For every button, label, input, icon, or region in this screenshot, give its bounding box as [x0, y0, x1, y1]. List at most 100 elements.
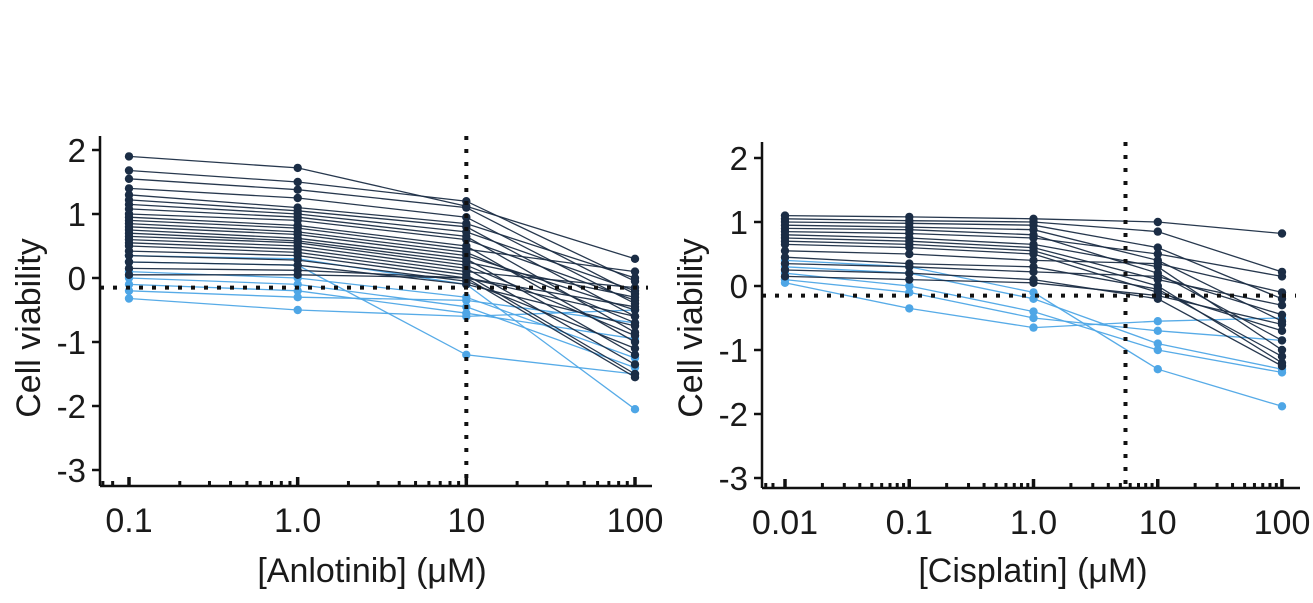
anlotinib-series-line-d9	[128, 213, 636, 302]
cisplatin-data-point-d11-3	[1153, 259, 1163, 268]
cisplatin-y-axis-label: Cell viability	[672, 238, 710, 418]
anlotinib-chart: 210-1-2-30.1 1.0 10 100 [Anlotinib] (μM) Ce…	[10, 132, 663, 590]
anlotinib-data-point-d5-3	[630, 273, 640, 283]
anlotinib-data-point-l7-1	[293, 305, 302, 315]
anlotinib-series-line-l3	[128, 270, 636, 359]
anlotinib-series-line-l4	[128, 277, 636, 369]
anlotinib-data-point-l1-3	[630, 405, 640, 414]
cisplatin-data-point-d8-4	[1277, 301, 1287, 310]
anlotinib-series-line-d20	[128, 250, 636, 318]
anlotinib-data-point-d4-1	[293, 193, 302, 203]
anlotinib-y-tick-label: -1	[57, 324, 86, 361]
anlotinib-x-tick-label: 10	[447, 502, 485, 540]
cisplatin-data-point-d6-4	[1277, 272, 1287, 281]
anlotinib-data-point-d14-3	[630, 350, 640, 359]
anlotinib-data-point-d24-3	[630, 373, 640, 382]
cisplatin-data-point-l5-1	[905, 304, 914, 313]
anlotinib-reference-lines	[100, 136, 648, 486]
anlotinib-y-tick-label: -3	[57, 452, 86, 489]
anlotinib-series-line-d5	[128, 194, 636, 279]
anlotinib-data-point-d11-3	[630, 267, 640, 276]
anlotinib-data-point-l7-2	[462, 312, 471, 321]
cisplatin-y-tick-label: -1	[719, 332, 748, 369]
anlotinib-data-point-d9-2	[462, 235, 471, 244]
cisplatin-x-axis-label: [Cisplatin] (μM)	[918, 552, 1147, 590]
cisplatin-data-point-l4-2	[1029, 313, 1038, 323]
cisplatin-data-point-d15-3	[1153, 291, 1163, 300]
anlotinib-series-line-d23	[128, 267, 636, 308]
anlotinib-series-line-d11	[128, 219, 636, 273]
anlotinib-series-line-d12	[128, 222, 636, 324]
cisplatin-data-point-d12-3	[1153, 285, 1163, 294]
cisplatin-data-point-d6-3	[1153, 249, 1163, 259]
cisplatin-y-tick-label: 1	[730, 204, 748, 241]
cisplatin-data-point-l1-4	[1277, 402, 1287, 411]
anlotinib-series-line-d13	[128, 226, 636, 311]
anlotinib-series-line-d21	[128, 254, 636, 350]
cisplatin-data-point-d13-0	[780, 259, 790, 268]
anlotinib-series-line-l5	[128, 283, 636, 340]
anlotinib-data-point-d21-3	[630, 344, 640, 353]
cisplatin-data-point-d13-1	[905, 262, 914, 271]
cisplatin-data-point-d11-1	[905, 249, 914, 259]
cisplatin-data-point-d14-0	[780, 265, 790, 275]
anlotinib-data-point-d23-3	[630, 302, 640, 311]
anlotinib-y-tick-label: 0	[68, 260, 86, 297]
anlotinib-series-line-d19	[128, 245, 636, 375]
anlotinib-data-point-d3-1	[293, 185, 302, 194]
anlotinib-series-layer	[124, 152, 640, 414]
anlotinib-data-point-d3-0	[124, 174, 134, 183]
anlotinib-data-point-d17-3	[630, 360, 640, 369]
cisplatin-data-point-l3-2	[1029, 307, 1038, 316]
cisplatin-data-point-d13-3	[1153, 272, 1163, 281]
cisplatin-data-point-d13-2	[1029, 267, 1038, 277]
anlotinib-series-line-d17	[128, 238, 636, 365]
anlotinib-series-line-d8	[128, 208, 636, 333]
anlotinib-series-line-d1	[128, 155, 636, 260]
cisplatin-x-tick-label: 0.01	[752, 504, 818, 542]
cisplatin-data-point-d15-4	[1277, 320, 1287, 329]
anlotinib-data-point-d16-3	[630, 331, 640, 340]
cisplatin-data-point-d11-0	[780, 246, 790, 255]
cisplatin-data-point-l5-3	[1153, 317, 1163, 326]
cisplatin-data-point-d1-3	[1153, 217, 1163, 227]
cisplatin-data-point-d15-2	[1029, 278, 1038, 287]
anlotinib-x-tick-label: 100	[607, 502, 664, 540]
anlotinib-data-point-d1-1	[293, 163, 302, 173]
cisplatin-data-point-d15-0	[780, 272, 790, 281]
anlotinib-data-point-d24-2	[462, 273, 471, 283]
anlotinib-data-point-d4-0	[124, 184, 134, 193]
cisplatin-data-point-d1-4	[1277, 229, 1287, 238]
cisplatin-data-point-d12-4	[1277, 352, 1287, 361]
anlotinib-data-point-l6-1	[293, 293, 302, 302]
cisplatin-data-point-d15-1	[905, 275, 914, 284]
anlotinib-data-point-d3-2	[462, 203, 471, 212]
cisplatin-data-point-d3-3	[1153, 243, 1163, 252]
anlotinib-data-point-d22-0	[124, 257, 134, 267]
cisplatin-x-tick-label: 1.0	[1010, 504, 1057, 542]
anlotinib-data-point-d2-0	[124, 166, 134, 175]
anlotinib-data-point-l2-2	[462, 350, 471, 359]
cisplatin-data-point-l2-3	[1153, 339, 1163, 348]
anlotinib-y-tick-label: -2	[57, 388, 86, 425]
anlotinib-axes: 210-1-2-30.1 1.0 10 100	[57, 132, 664, 540]
anlotinib-x-axis-label: [Anlotinib] (μM)	[257, 552, 486, 590]
anlotinib-data-point-d2-1	[293, 177, 302, 187]
anlotinib-y-tick-label: 2	[68, 132, 86, 169]
anlotinib-data-point-d24-1	[293, 270, 302, 279]
cisplatin-data-point-d14-4	[1277, 361, 1287, 371]
cisplatin-chart: 210-1-2-30.01 0.1 1.0 10 100 [Cisplatin] (μM…	[672, 140, 1310, 590]
cisplatin-data-point-d2-3	[1153, 227, 1163, 236]
anlotinib-data-point-l7-0	[124, 294, 134, 303]
anlotinib-data-point-d15-3	[630, 293, 640, 302]
anlotinib-data-point-d21-0	[124, 251, 134, 260]
anlotinib-series-line-l6	[128, 290, 636, 324]
cisplatin-axes: 210-1-2-30.01 0.1 1.0 10 100	[719, 140, 1311, 542]
anlotinib-series-line-d16	[128, 235, 636, 337]
anlotinib-series-line-d2	[128, 169, 636, 282]
cisplatin-data-point-d12-0	[780, 253, 790, 262]
anlotinib-y-axis-label: Cell viability	[10, 238, 48, 418]
cisplatin-data-point-d13-4	[1277, 310, 1287, 319]
cisplatin-x-tick-label: 10	[1139, 504, 1177, 542]
